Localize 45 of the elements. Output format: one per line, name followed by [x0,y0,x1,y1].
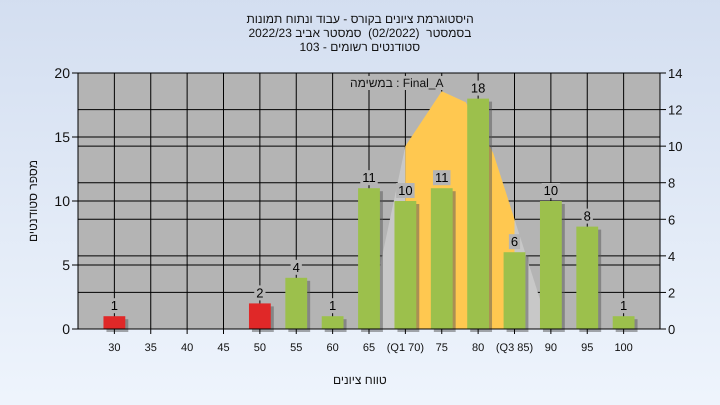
y2-tick-label: 4 [668,248,676,264]
data-label: 10 [542,183,560,198]
x-tick-label: 55 [290,342,302,354]
data-label: 1 [618,298,630,314]
y-tick-label: 20 [54,65,70,81]
data-label: 11 [360,170,378,186]
y2-tick-label: 2 [668,285,676,300]
data-label: 8 [582,208,593,224]
y-tick-label: 0 [62,321,70,337]
y-tick-label: 10 [54,193,70,209]
data-label: 4 [290,260,302,275]
y2-tick-label: 10 [668,139,682,154]
x-tick-label: 45 [217,342,230,354]
y-tick-label: 5 [62,257,70,273]
x-tick-label: (Q3 85) [496,342,534,354]
y-tick-label: 15 [54,129,70,145]
x-tick-label: 75 [436,342,448,354]
y2-tick-label: 12 [668,102,682,118]
subtitle: סטודנטים רשומים - 103 [300,40,420,54]
x-tick-label: 50 [254,342,266,354]
data-label: 11 [433,170,450,186]
x-tick-label: 60 [326,342,339,354]
x-tick-label: 100 [614,342,633,354]
data-label: 1 [108,298,120,314]
x-tick-label: 35 [144,342,157,354]
x-tick-label: 30 [108,342,120,354]
x-tick-label: 80 [472,342,484,354]
data-label: 18 [468,80,488,96]
x-tick-label: 95 [581,342,594,354]
y2-tick-label: 6 [668,212,676,228]
x-tick-label: 65 [362,342,376,354]
y2-tick-label: 14 [668,66,682,81]
x-tick-label: 90 [544,342,557,354]
ylabel: מספר סטודנטים [26,160,40,242]
data-label: 6 [508,234,520,250]
x-tick-label: 40 [181,342,194,354]
y2-tick-label: 0 [668,322,676,337]
data-label: 1 [327,298,338,314]
y2-tick-label: 8 [668,176,676,191]
xlabel: טווח ציונים [333,373,387,387]
annotation: במשימה : Final_A [348,76,446,90]
subtitle: בסמסטר (02/2022) סמסטר אביב 2022/23 [248,26,472,40]
data-label: 10 [396,183,415,198]
x-tick-label: (Q1 70) [386,342,424,354]
title: היסטוגרמת ציונים בקורס - עבוד ונתוח תמונות [246,12,474,26]
